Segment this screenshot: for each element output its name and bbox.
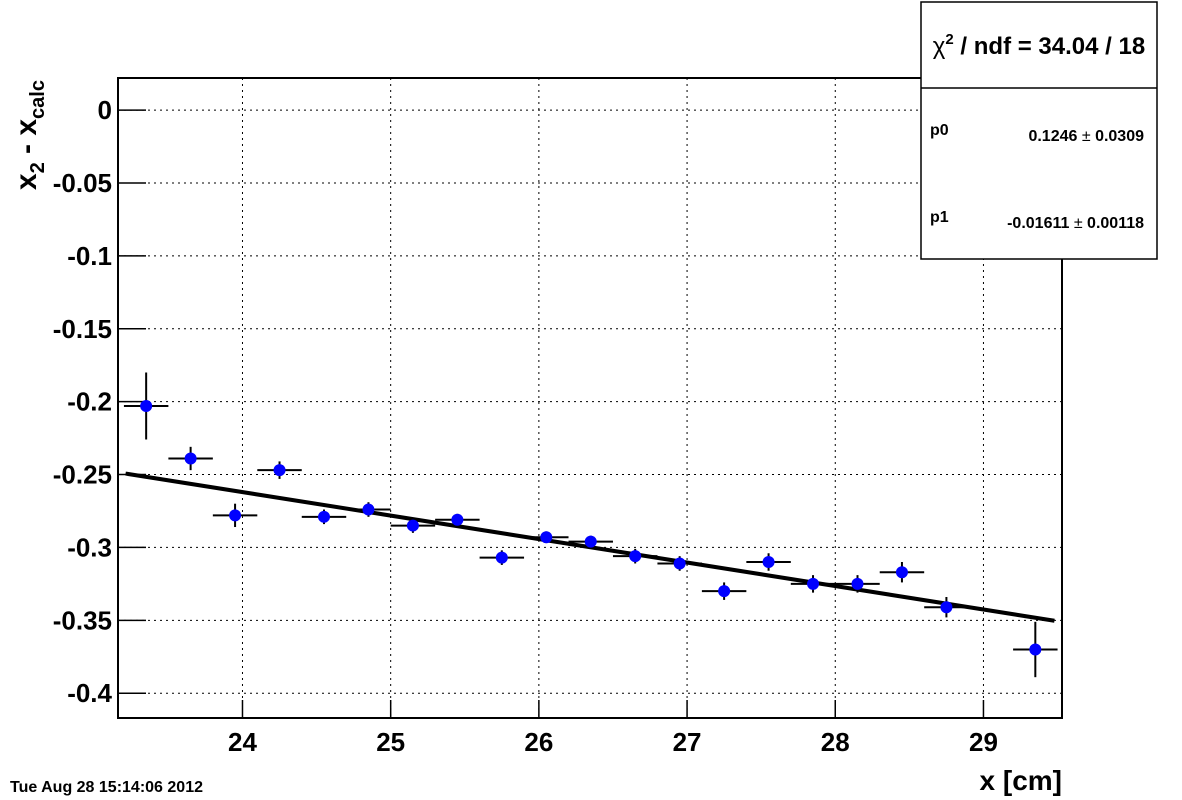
y-tick-label: -0.1: [67, 241, 112, 271]
y-tick-label: -0.15: [53, 314, 112, 344]
data-point: [451, 513, 464, 526]
param-name: p1: [930, 209, 949, 226]
x-tick-label: 26: [524, 727, 553, 757]
stats-text: / ndf = 34.04 / 18: [954, 33, 1145, 60]
pm-symbol: ±: [1069, 215, 1087, 232]
y-label-sub: calc: [27, 80, 49, 119]
x-axis-label: x [cm]: [980, 765, 1062, 796]
x-tick-label: 24: [228, 727, 257, 757]
plot-frame: [117, 77, 1063, 719]
stats-box: χ2 / ndf = 34.04 / 18 p0 0.1246 ± 0.0309 p…: [920, 1, 1158, 260]
y-label-part: x: [10, 173, 43, 190]
data-point: [673, 557, 686, 570]
data-point: [140, 400, 153, 413]
param-estimate: -0.01611: [1007, 215, 1069, 232]
y-tick-label: -0.4: [67, 678, 112, 708]
data-point: [718, 585, 731, 598]
data-point: [1029, 643, 1042, 656]
y-tick-label: -0.35: [53, 605, 112, 635]
param-value: 0.1246 ± 0.0309: [1028, 128, 1144, 145]
y-axis-label: x2 - xcalc: [10, 80, 49, 190]
data-point: [629, 550, 642, 563]
y-label-sub: 2: [27, 162, 49, 173]
data-point: [229, 509, 242, 522]
timestamp: Tue Aug 28 15:14:06 2012: [10, 779, 203, 796]
x-tick-label: 25: [376, 727, 405, 757]
y-tick-label: -0.05: [53, 168, 112, 198]
chi-sup: 2: [945, 31, 953, 48]
data-point: [807, 577, 820, 590]
data-point: [895, 566, 908, 579]
data-point: [273, 464, 286, 477]
x-tick-label: 27: [673, 727, 702, 757]
data-point: [851, 577, 864, 590]
chi-symbol: χ: [933, 33, 946, 60]
data-point: [184, 452, 197, 465]
data-point: [540, 531, 553, 544]
stats-title: χ2 / ndf = 34.04 / 18: [933, 31, 1145, 60]
y-tick-label: -0.25: [53, 460, 112, 490]
x-tick-label: 29: [969, 727, 998, 757]
data-point: [495, 551, 508, 564]
param-error: 0.0309: [1095, 128, 1144, 145]
y-label-part: - x: [10, 119, 43, 163]
data-point: [317, 510, 330, 523]
param-value: -0.01611 ± 0.00118: [1007, 215, 1144, 232]
y-tick-label: -0.3: [67, 532, 112, 562]
x-tick-label: 28: [821, 727, 850, 757]
param-name: p0: [930, 122, 949, 139]
stats-frame: [920, 1, 1158, 260]
data-point: [362, 503, 375, 516]
y-tick-label: 0: [98, 95, 112, 125]
data-point: [940, 601, 953, 614]
param-estimate: 0.1246: [1028, 128, 1077, 145]
y-tick-label: -0.2: [67, 387, 112, 417]
pm-symbol: ±: [1077, 128, 1095, 145]
data-point: [584, 535, 597, 548]
data-point: [762, 556, 775, 569]
param-error: 0.00118: [1087, 215, 1144, 232]
data-point: [406, 519, 419, 532]
